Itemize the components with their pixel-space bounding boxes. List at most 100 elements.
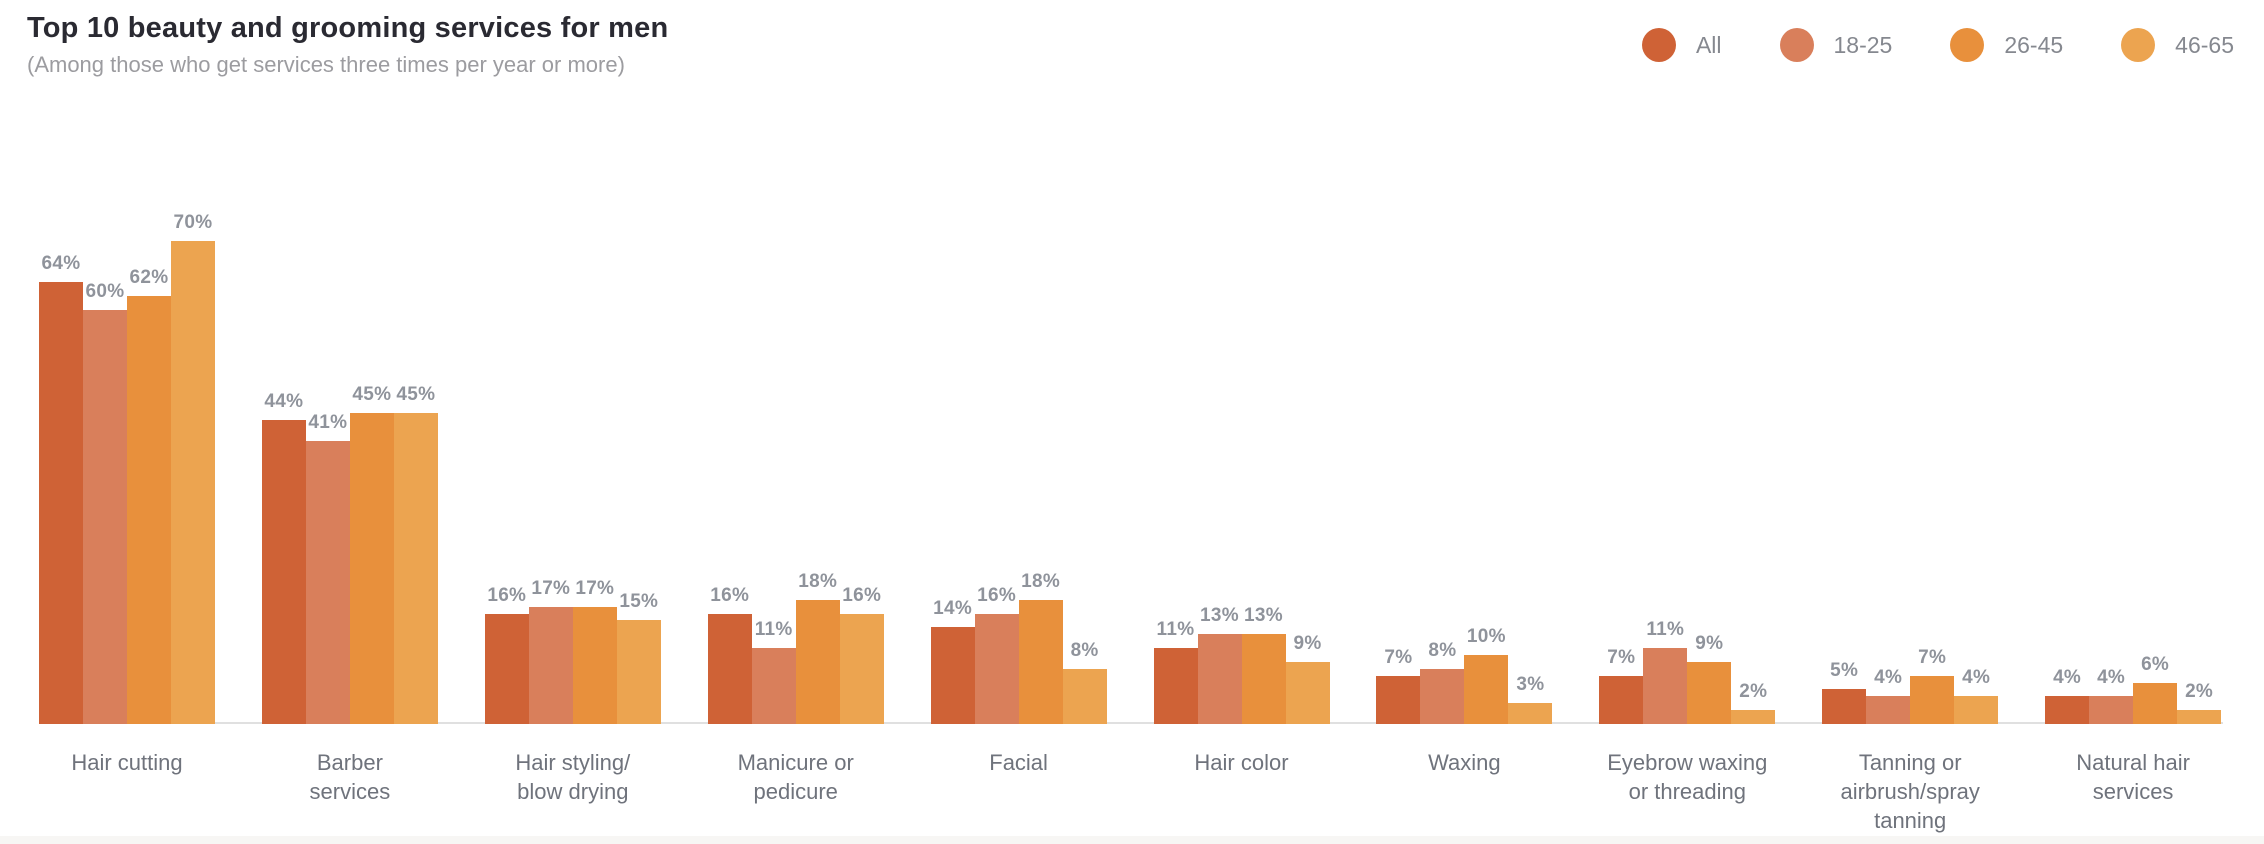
category-label: Eyebrow waxing or threading	[1607, 750, 1768, 804]
category-label: Hair color	[1194, 750, 1289, 775]
bar-value-label: 70%	[173, 212, 213, 233]
legend-label: 46-65	[2175, 31, 2234, 58]
bar-value-label: 4%	[1962, 667, 1991, 688]
bar-value-label: 15%	[619, 591, 659, 612]
legend-label: All	[1695, 31, 1722, 58]
bar	[1197, 634, 1242, 724]
legend-label: 26-45	[2004, 31, 2064, 58]
bar	[1285, 662, 1330, 724]
legend-swatch-icon	[1950, 28, 1985, 62]
bar	[83, 310, 127, 724]
legend-label: 18-25	[1833, 31, 1893, 58]
bar	[39, 282, 83, 724]
bar	[171, 241, 215, 724]
category-label: Manicure or pedicure	[737, 750, 854, 804]
bar	[261, 420, 306, 724]
bar-value-label: 9%	[1695, 633, 1724, 654]
legend-swatch-icon	[2121, 28, 2156, 62]
category-label: Hair cutting	[71, 750, 183, 775]
category-label: Hair styling/ blow drying	[515, 750, 631, 804]
bar-value-label: 60%	[85, 281, 125, 302]
bar	[1153, 648, 1198, 724]
category-label: Tanning or airbrush/spray tanning	[1840, 750, 1980, 833]
legend: All 18-25 26-45 46-65	[1641, 28, 2234, 62]
bar	[1687, 662, 1732, 724]
bar	[393, 413, 438, 724]
category-label: Facial	[989, 750, 1048, 775]
bar-value-label: 17%	[531, 578, 571, 599]
category-label: Barber services	[309, 750, 391, 804]
legend-swatch-icon	[1641, 28, 1676, 62]
bar	[1599, 676, 1644, 724]
bar	[930, 627, 975, 724]
chart-subtitle: (Among those who get services three time…	[27, 52, 625, 77]
bar	[127, 296, 171, 724]
bar	[2177, 710, 2222, 724]
category-label: Natural hair services	[2076, 750, 2190, 804]
bar-value-label: 8%	[1428, 640, 1457, 661]
category-label: Waxing	[1428, 750, 1501, 775]
bar-value-label: 18%	[798, 571, 838, 592]
bar	[1018, 600, 1063, 724]
bar-value-label: 14%	[933, 598, 973, 619]
bar	[839, 614, 884, 724]
bar	[1822, 689, 1867, 724]
bar-value-label: 11%	[1156, 619, 1195, 640]
bar	[1508, 703, 1553, 724]
legend-item-18-25[interactable]: 18-25	[1779, 28, 1893, 62]
bar	[1643, 648, 1688, 724]
bar-value-label: 62%	[129, 267, 169, 288]
bar-value-label: 7%	[1607, 647, 1636, 668]
bar	[305, 441, 350, 724]
bar-value-label: 45%	[396, 384, 436, 405]
bar	[2133, 683, 2178, 724]
bar-value-label: 44%	[264, 391, 304, 412]
page-bottom-strip	[0, 836, 2264, 844]
bar-value-label: 17%	[575, 578, 615, 599]
bar-value-label: 7%	[1384, 647, 1413, 668]
bar	[1731, 710, 1776, 724]
bar-value-label: 4%	[2097, 667, 2126, 688]
bar	[616, 620, 661, 724]
bar	[795, 600, 840, 724]
bar-value-label: 16%	[977, 585, 1017, 606]
bar-value-label: 3%	[1516, 674, 1545, 695]
legend-item-all[interactable]: All	[1641, 28, 1722, 62]
bar-value-label: 16%	[842, 585, 882, 606]
legend-item-46-65[interactable]: 46-65	[2121, 28, 2234, 62]
bar-value-label: 4%	[2053, 667, 2082, 688]
legend-swatch-icon	[1779, 28, 1814, 62]
bar-value-label: 41%	[308, 412, 348, 433]
bar-value-label: 13%	[1244, 605, 1283, 626]
bar	[528, 607, 573, 724]
bar-value-label: 13%	[1200, 605, 1239, 626]
chart-baseline	[39, 722, 2223, 724]
bar-value-label: 7%	[1918, 647, 1947, 668]
bar-value-label: 10%	[1466, 626, 1506, 647]
bar-value-label: 2%	[1739, 681, 1768, 702]
bar	[1866, 696, 1911, 724]
bar-value-label: 2%	[2185, 681, 2214, 702]
bar	[1954, 696, 1999, 724]
bar	[1241, 634, 1286, 724]
bar-value-label: 5%	[1830, 660, 1859, 681]
bar	[1464, 655, 1509, 724]
bar-value-label: 11%	[754, 619, 793, 640]
bar-value-label: 45%	[352, 384, 392, 405]
bar-value-label: 11%	[1646, 619, 1685, 640]
bar-value-label: 9%	[1293, 633, 1322, 654]
bar	[974, 614, 1019, 724]
bar	[1376, 676, 1421, 724]
bar-value-label: 16%	[710, 585, 750, 606]
bar-value-label: 64%	[41, 253, 81, 274]
bar	[349, 413, 394, 724]
bar	[1062, 669, 1107, 724]
bar-value-label: 4%	[1874, 667, 1903, 688]
bar-value-label: 16%	[487, 585, 527, 606]
bar	[2045, 696, 2090, 724]
bar-value-label: 8%	[1070, 640, 1099, 661]
bar	[572, 607, 617, 724]
legend-item-26-45[interactable]: 26-45	[1950, 28, 2063, 62]
